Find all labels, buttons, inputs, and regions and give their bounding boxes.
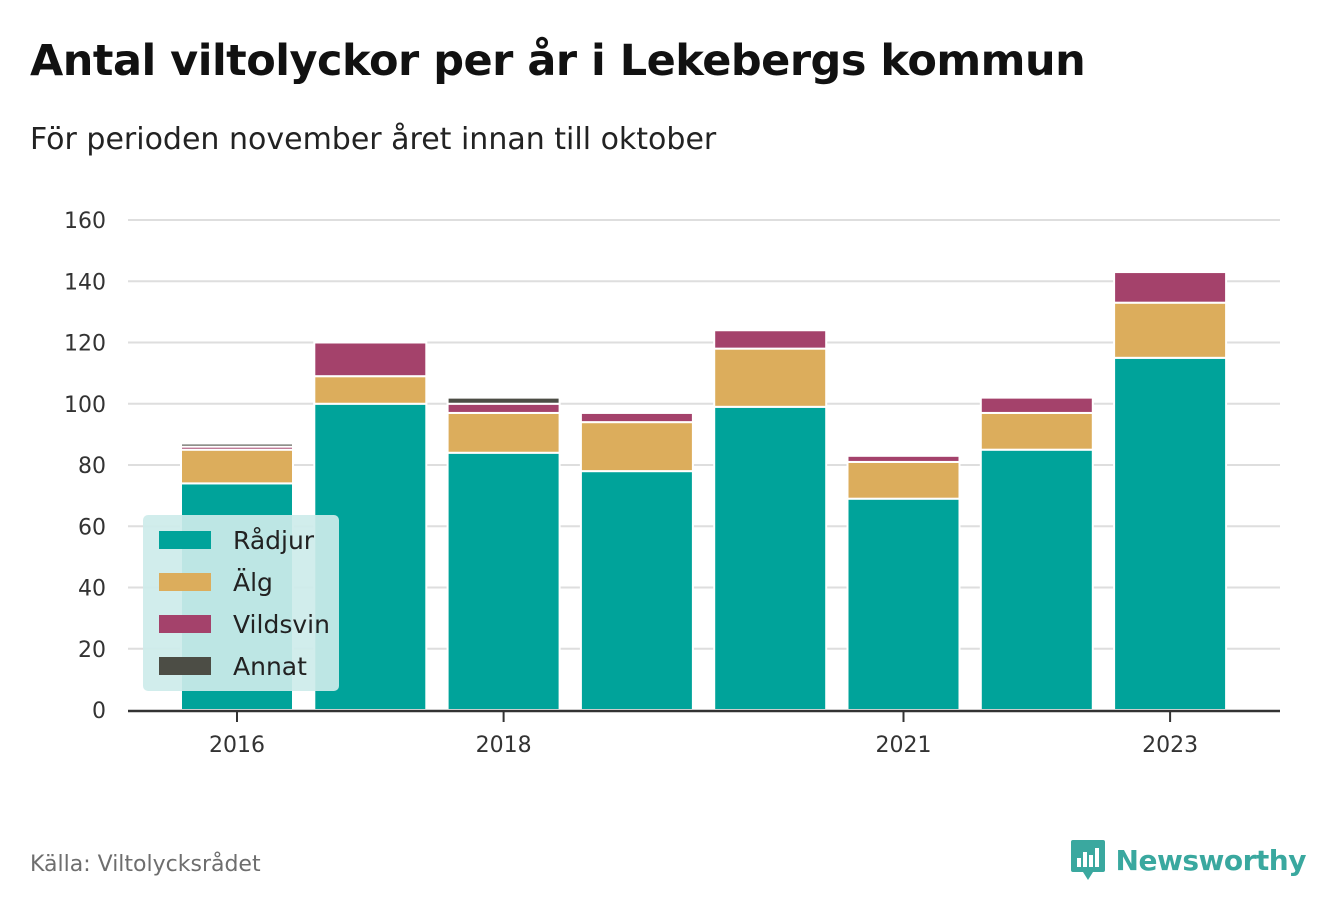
legend-label: Vildsvin xyxy=(233,610,330,639)
bar-segment-vildsvin xyxy=(979,396,1094,414)
legend-label: Älg xyxy=(233,568,273,597)
chart-title: Antal viltolyckor per år i Lekebergs kom… xyxy=(30,36,1086,86)
bar-segment-vildsvin xyxy=(313,341,428,378)
y-tick-label: 100 xyxy=(64,393,106,418)
legend-label: Annat xyxy=(233,652,307,681)
x-tick-label: 2021 xyxy=(876,733,932,758)
y-tick-label: 120 xyxy=(64,332,106,357)
y-tick-label: 80 xyxy=(78,454,106,479)
bar-segment-vildsvin xyxy=(846,454,961,463)
bar-segment-vildsvin xyxy=(579,411,694,424)
source-note: Källa: Viltolycksrådet xyxy=(30,852,261,877)
legend-label: Rådjur xyxy=(233,526,315,555)
x-axis: 2016 2018 2021 2023 xyxy=(128,709,1280,758)
y-tick-label: 20 xyxy=(78,638,106,663)
bar-segment-vildsvin xyxy=(446,402,561,414)
y-tick-label: 140 xyxy=(64,270,106,295)
legend-swatch xyxy=(159,573,211,591)
legend-box xyxy=(143,515,339,691)
bar-segment-vildsvin xyxy=(1113,271,1228,304)
bar-segment-älg xyxy=(846,460,961,500)
bar-segment-älg xyxy=(1113,301,1228,359)
bar-segment-annat xyxy=(446,396,561,405)
y-tick-label: 0 xyxy=(92,699,106,724)
y-tick-label: 60 xyxy=(78,515,106,540)
x-tick-label: 2016 xyxy=(209,733,265,758)
y-axis-tick-labels: 0 20 40 60 80 100 120 140 160 xyxy=(64,209,106,724)
chart-subtitle: För perioden november året innan till ok… xyxy=(30,122,717,157)
legend-swatch xyxy=(159,615,211,633)
bar-segment-rådjur xyxy=(846,497,961,711)
bar-segment-rådjur xyxy=(446,451,561,711)
bar-segment-älg xyxy=(446,411,561,454)
legend: Rådjur Älg Vildsvin Annat xyxy=(143,515,339,691)
x-tick-label: 2023 xyxy=(1142,733,1198,758)
brand-name: Newsworthy xyxy=(1115,843,1307,877)
bars xyxy=(180,271,1228,711)
bar-segment-älg xyxy=(579,421,694,473)
bar-segment-älg xyxy=(713,347,828,408)
bar-segment-älg xyxy=(979,411,1094,451)
brand-logo: Newsworthy xyxy=(1070,838,1307,882)
bar-segment-rådjur xyxy=(713,405,828,711)
bar-segment-älg xyxy=(313,375,428,405)
newsworthy-logo-icon xyxy=(1070,840,1105,880)
bar-segment-annat xyxy=(180,442,294,448)
bar-segment-rådjur xyxy=(1113,356,1228,711)
bar-segment-vildsvin xyxy=(713,329,828,350)
y-tick-label: 40 xyxy=(78,577,106,602)
x-tick-label: 2018 xyxy=(476,733,532,758)
bar-segment-rådjur xyxy=(579,470,694,711)
legend-swatch xyxy=(159,531,211,549)
y-tick-label: 160 xyxy=(64,209,106,234)
bar-segment-älg xyxy=(180,448,294,485)
bar-segment-rådjur xyxy=(979,448,1094,711)
legend-swatch xyxy=(159,657,211,675)
